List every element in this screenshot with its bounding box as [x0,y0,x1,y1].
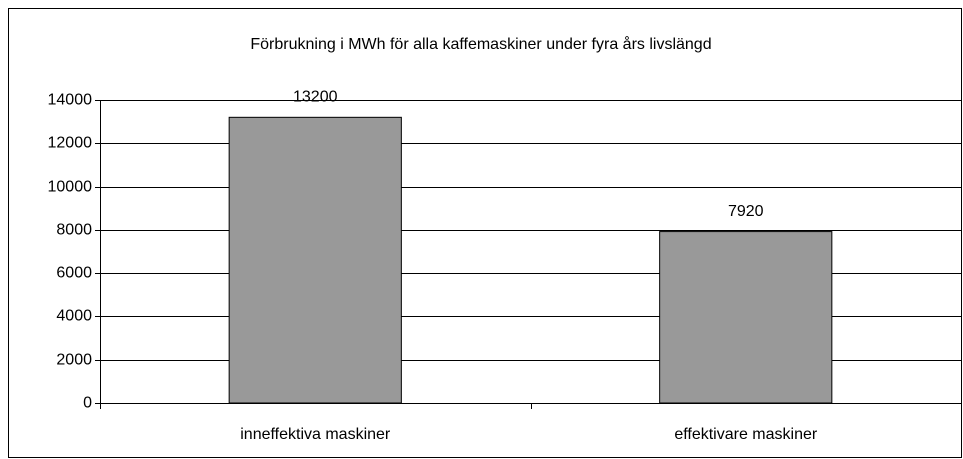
y-tick-label: 14000 [48,92,93,109]
y-tick-label: 2000 [56,352,92,369]
data-label: 13200 [293,89,338,106]
data-label: 7920 [728,203,764,220]
x-tick-label: effektivare maskiner [674,426,818,443]
y-tick-label: 10000 [48,179,93,196]
y-tick-label: 6000 [56,265,92,282]
y-tick-label: 4000 [56,308,92,325]
x-tick-label: inneffektiva maskiner [240,426,391,443]
bar [659,231,833,404]
bar [228,116,402,404]
y-tick-label: 12000 [48,135,93,152]
chart-title: Förbrukning i MWh för alla kaffemaskiner… [250,35,711,53]
y-tick-label: 8000 [56,222,92,239]
y-tick-label: 0 [83,395,92,412]
